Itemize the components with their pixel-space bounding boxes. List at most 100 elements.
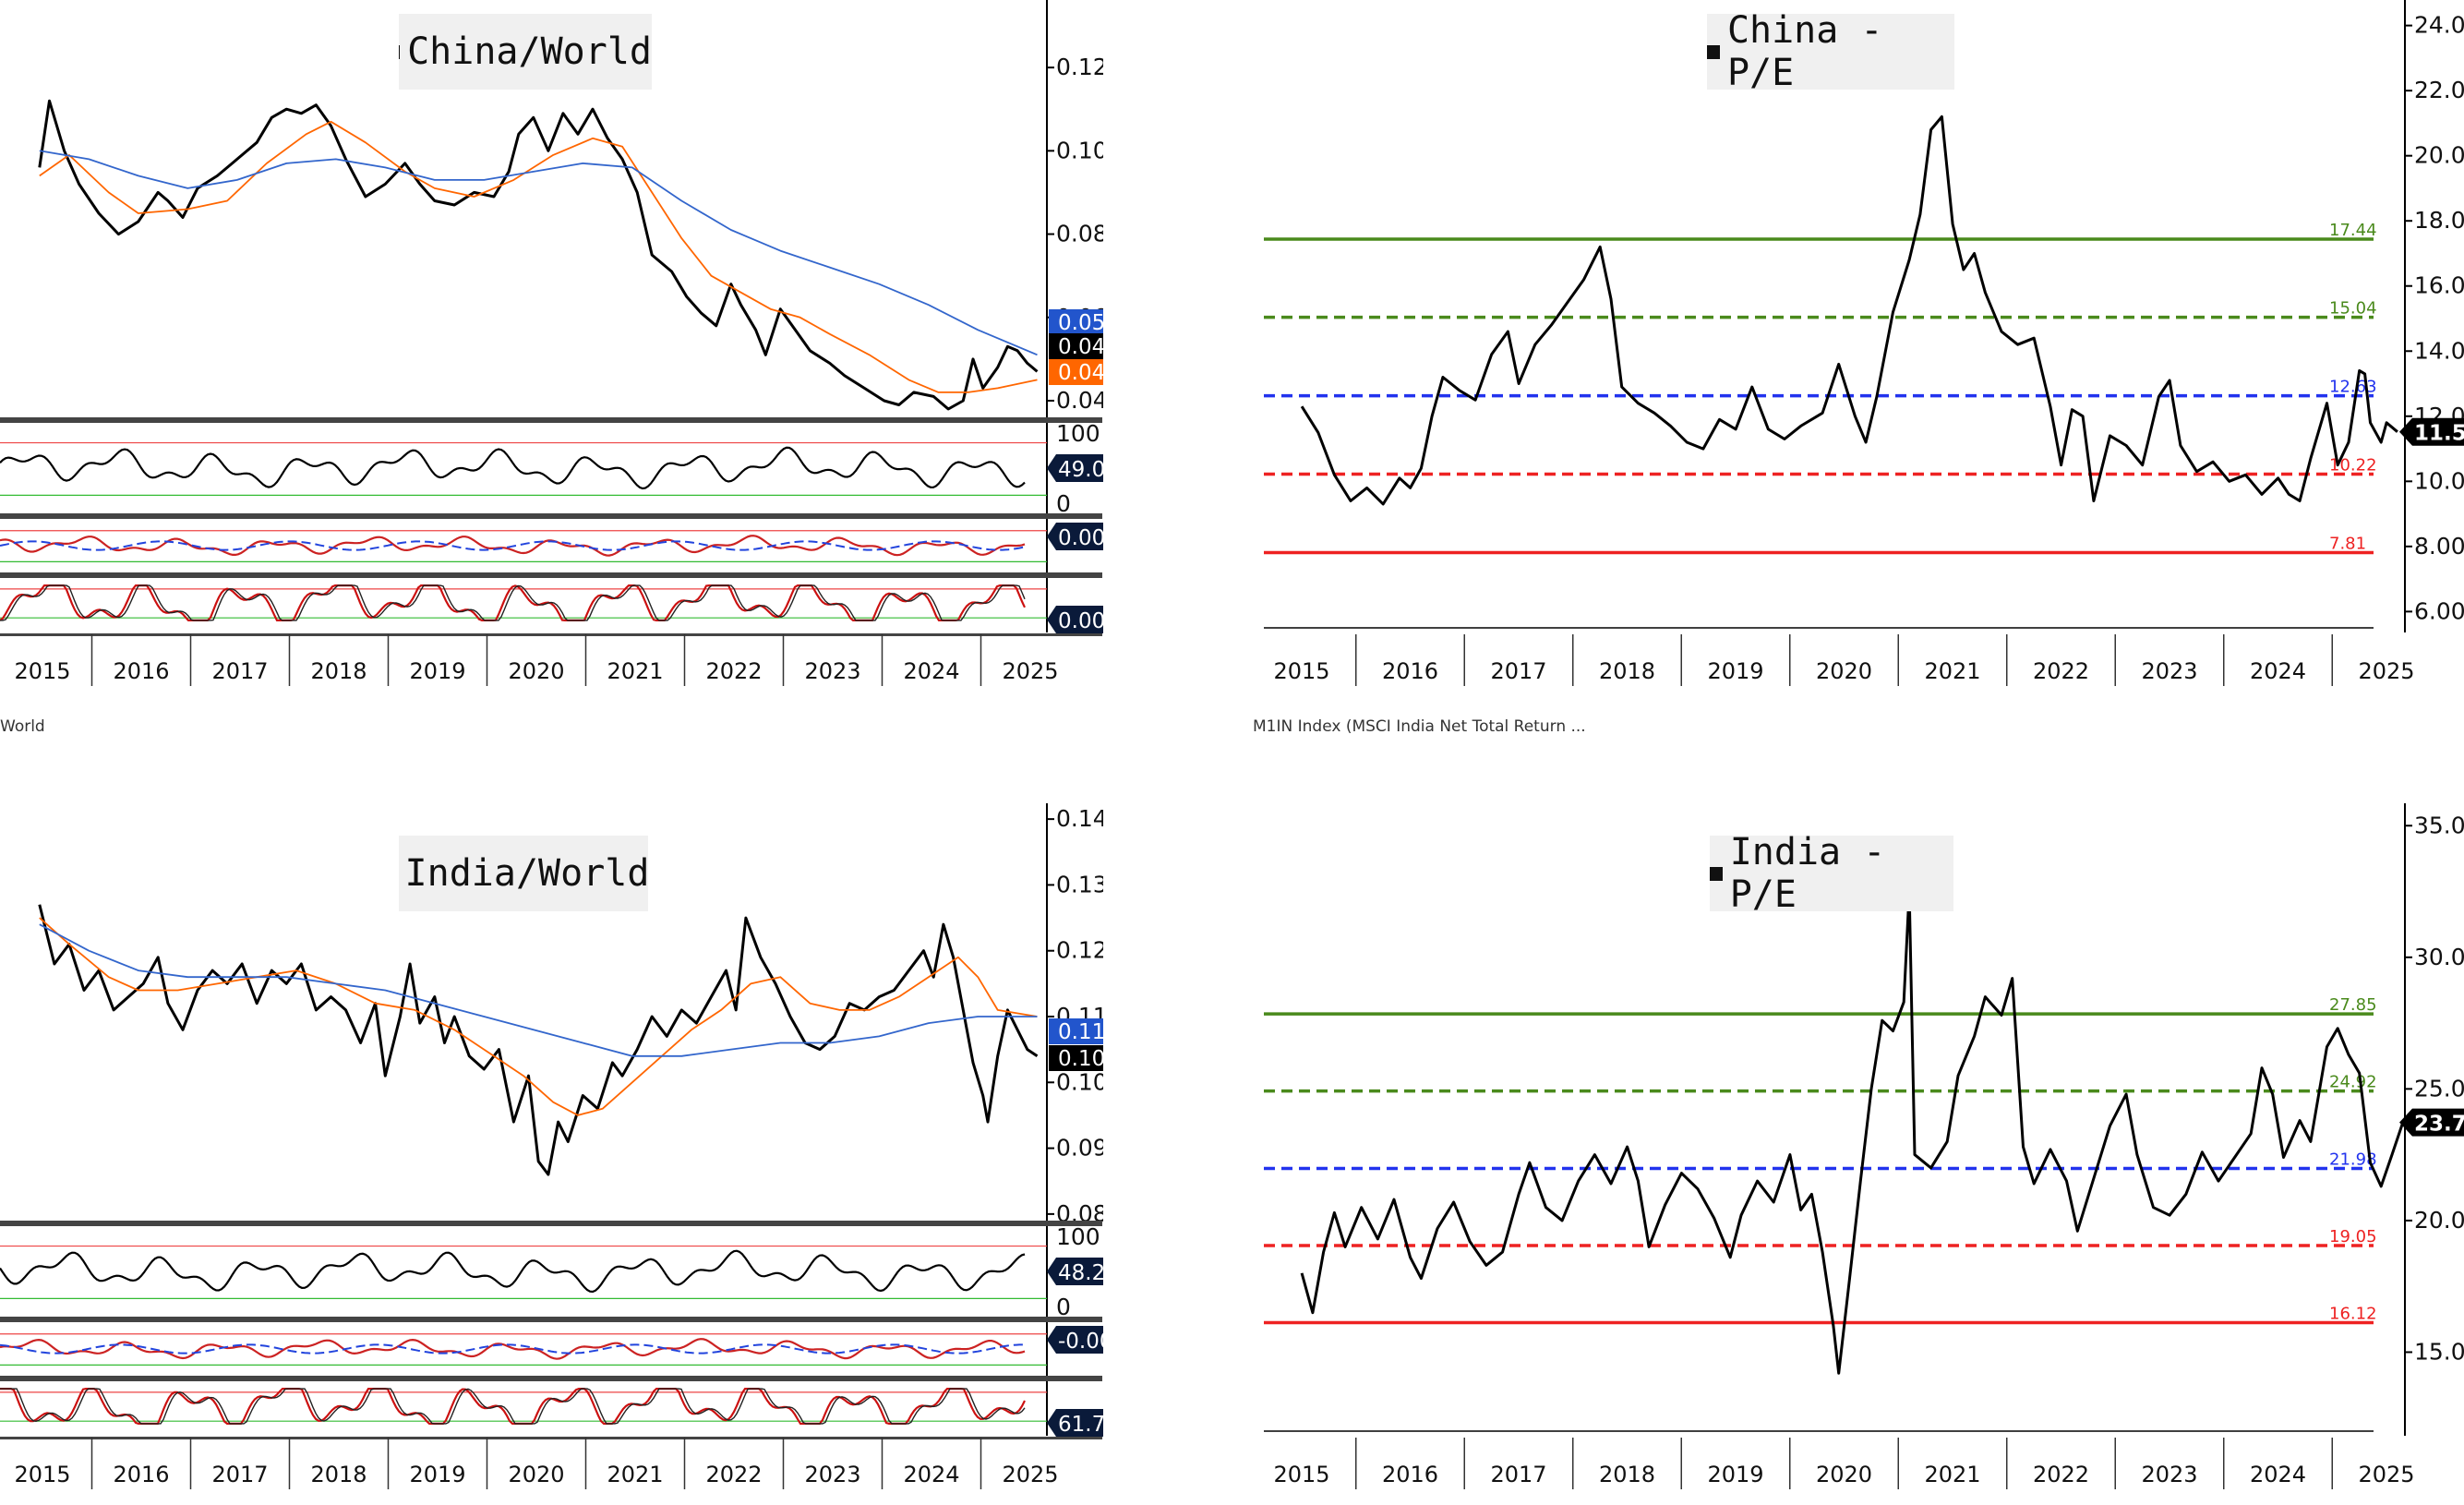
y-tick-label-3: 30.00 xyxy=(2414,944,2464,970)
x-tick-label-4: 2019 xyxy=(1707,1462,1763,1487)
subpanel-separator xyxy=(0,513,1102,519)
series-ma_short xyxy=(39,120,1038,393)
x-tick-label-7: 2022 xyxy=(2033,1462,2089,1487)
subpanel-badge-bg xyxy=(1047,1409,1103,1437)
caption-right: M1IN Index (MSCI India Net Total Return … xyxy=(1253,717,1586,736)
subpanel-bottom-label: 0 xyxy=(1056,1294,1071,1320)
band-label-4: 16.12 xyxy=(2329,1305,2377,1324)
y-tick-label-1: 0.090 xyxy=(1056,1135,1103,1162)
band-label-2: 21.98 xyxy=(2329,1150,2377,1169)
x-tick-label-9: 2024 xyxy=(903,1462,959,1487)
y-tick-label-2: 25.00 xyxy=(2414,1075,2464,1102)
x-tick-label-4: 2019 xyxy=(409,658,465,684)
subpanel-top-label: 100 xyxy=(1056,1223,1100,1250)
y-tick-label-2: 0.100 xyxy=(1056,1068,1103,1095)
y-tick-label-2: 0.080 xyxy=(1056,221,1103,247)
subpanel-separator xyxy=(0,1317,1102,1322)
subpanel-separator xyxy=(0,1376,1102,1381)
subpanel-badge-value-0: 48.2695 xyxy=(1058,1261,1103,1285)
x-tick-label-3: 2018 xyxy=(310,658,367,684)
x-tick-label-6: 2021 xyxy=(607,658,663,684)
badge-value-0: 0.053 xyxy=(1058,311,1103,335)
oscillator-0 xyxy=(0,1249,1026,1294)
x-tick-label-5: 2020 xyxy=(508,1462,564,1487)
series-ma_long xyxy=(39,923,1038,1057)
subpanel-badge-value-1: -0.0003 xyxy=(1058,1330,1103,1354)
oscillator-1 xyxy=(0,1338,1026,1360)
series-ma_long xyxy=(39,150,1038,356)
x-tick-label-1: 2016 xyxy=(1382,658,1438,684)
x-tick-label-1: 2016 xyxy=(113,1462,169,1487)
y-tick-label-4: 35.00 xyxy=(2414,812,2464,838)
chart-india-world: 0.0800.0900.1000.1100.1200.1300.1400.110… xyxy=(0,803,1103,1489)
subpanel-badge-value-0: 49.0353 xyxy=(1058,458,1103,482)
oscillator-signal xyxy=(0,1343,1025,1354)
y-tick-label-4: 0.120 xyxy=(1056,54,1103,80)
title-india-pe: India - P/E xyxy=(1710,831,1953,916)
chart-china-pe: 6.008.0010.0012.0014.0016.0018.0020.0022… xyxy=(1264,0,2464,686)
subpanel-badge-bg xyxy=(1047,523,1103,550)
chart-china-world: 0.0400.0600.0800.1000.1200.0530.0470.041… xyxy=(0,0,1103,686)
chart-india-pe: 15.00 20.00 25.00 30.00 35.00 27.85 24.92 21.98… xyxy=(1264,803,2464,1489)
subpanel-separator xyxy=(0,572,1102,578)
badge-bg-1 xyxy=(1049,1045,1103,1071)
oscillator-1 xyxy=(0,535,1026,557)
subpanel-separator xyxy=(0,417,1102,423)
band-label-0: 17.44 xyxy=(2329,221,2377,240)
subpanel-badge-value-2: 61.7273 xyxy=(1058,1413,1103,1437)
y-tick-label-0: 15.00 xyxy=(2414,1338,2464,1365)
band-label-3: 19.05 xyxy=(2329,1227,2377,1246)
badge-value-1: 0.104 xyxy=(1058,1047,1103,1071)
y-tick-label-5: 0.130 xyxy=(1056,871,1103,897)
x-tick-label-0: 2015 xyxy=(1273,658,1329,684)
subpanel-top-label: 100 xyxy=(1056,420,1100,447)
y-tick-label-2: 10.00 xyxy=(2414,467,2464,494)
x-tick-label-2: 2017 xyxy=(211,658,268,684)
oscillator-signal xyxy=(0,540,1026,551)
x-tick-label-0: 2015 xyxy=(14,658,70,684)
x-tick-label-3: 2018 xyxy=(1599,1462,1655,1487)
band-label-1: 24.92 xyxy=(2329,1073,2377,1092)
badge-value-0: 0.110 xyxy=(1058,1020,1103,1044)
series-pe xyxy=(1300,890,2405,1375)
oscillator-0 xyxy=(0,446,1026,490)
subpanel-badge-bg xyxy=(1047,606,1103,633)
x-tick-label-10: 2025 xyxy=(2358,1462,2414,1487)
x-tick-label-2: 2017 xyxy=(1490,1462,1546,1487)
x-tick-label-3: 2018 xyxy=(1599,658,1655,684)
x-tick-label-2: 2017 xyxy=(1490,658,1546,684)
y-tick-label-7: 20.00 xyxy=(2414,142,2464,169)
x-tick-label-5: 2020 xyxy=(1816,1462,1872,1487)
subpanel-badge-value-1: 0.0012 xyxy=(1058,526,1103,550)
x-tick-label-4: 2019 xyxy=(409,1462,465,1487)
series-pe xyxy=(1300,114,2398,506)
x-tick-label-6: 2021 xyxy=(1924,1462,1980,1487)
y-tick-label-4: 14.00 xyxy=(2414,337,2464,364)
x-tick-label-3: 2018 xyxy=(310,1462,367,1487)
title-india-world: India/World xyxy=(399,836,649,911)
x-tick-label-0: 2015 xyxy=(1273,1462,1329,1487)
y-tick-label-1: 8.00 xyxy=(2414,533,2464,560)
oscillator-k xyxy=(0,1388,1026,1425)
band-label-0: 27.85 xyxy=(2329,995,2377,1015)
badge-bg xyxy=(2399,417,2464,446)
x-tick-label-8: 2023 xyxy=(2141,1462,2197,1487)
x-tick-label-0: 2015 xyxy=(14,1462,70,1487)
badge-bg xyxy=(2399,1108,2464,1137)
x-tick-label-5: 2020 xyxy=(1816,658,1872,684)
y-tick-label-0: 0.040 xyxy=(1056,387,1103,414)
x-tick-label-6: 2021 xyxy=(607,1462,663,1487)
y-tick-label-6: 18.00 xyxy=(2414,207,2464,234)
x-tick-label-9: 2024 xyxy=(2250,1462,2306,1487)
x-tick-label-9: 2024 xyxy=(2250,658,2306,684)
badge-value-2: 0.041 xyxy=(1058,361,1103,385)
band-label-2: 12.63 xyxy=(2329,378,2377,397)
x-tick-label-6: 2021 xyxy=(1924,658,1980,684)
x-tick-label-10: 2025 xyxy=(2358,658,2414,684)
x-tick-label-8: 2023 xyxy=(2141,658,2197,684)
y-tick-label-6: 0.140 xyxy=(1056,805,1103,832)
badge-value: 23.73 xyxy=(2414,1113,2464,1137)
x-tick-label-7: 2022 xyxy=(705,1462,762,1487)
x-tick-label-10: 2025 xyxy=(1002,658,1058,684)
